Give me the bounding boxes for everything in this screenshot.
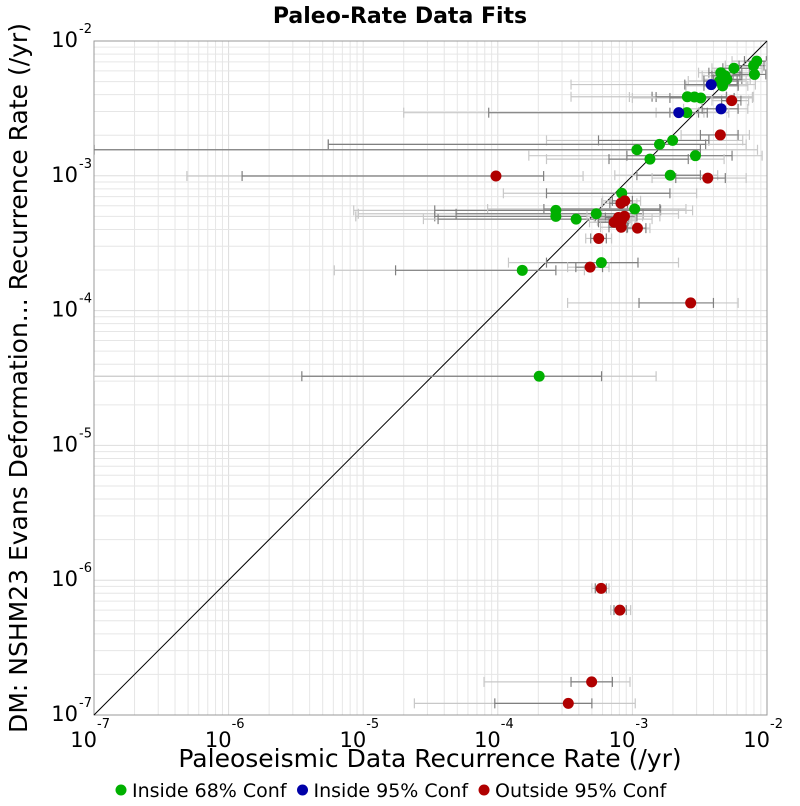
data-point-outside95 [685, 297, 697, 309]
data-point-outside95 [714, 129, 726, 141]
x-tick-base: 10 [205, 728, 232, 752]
data-point-inside68 [629, 203, 641, 215]
y-tick-base: 10 [51, 567, 78, 591]
x-axis-label: Paleoseismic Data Recurrence Rate (/yr) [178, 744, 681, 773]
data-point-inside68 [570, 213, 582, 225]
data-point-outside95 [562, 697, 574, 709]
data-point-outside95 [631, 222, 643, 234]
data-point-inside68 [631, 144, 643, 156]
data-point-inside68 [728, 62, 740, 74]
legend-item-outside95: Outside 95% Conf [478, 780, 668, 802]
data-point-inside68 [717, 80, 729, 92]
data-point-outside95 [614, 604, 626, 616]
x-tick-labels: 10-710-610-510-410-310-2 [70, 717, 783, 752]
x-tick-exponent: -6 [232, 717, 245, 732]
y-tick-base: 10 [51, 28, 78, 52]
legend-item-inside68: Inside 68% Conf [115, 780, 288, 802]
x-tick-exponent: -4 [501, 717, 514, 732]
data-point-inside95 [715, 103, 727, 115]
data-point-outside95 [702, 172, 714, 184]
legend-label: Inside 95% Conf [314, 780, 470, 802]
x-tick-base: 10 [743, 728, 770, 752]
data-point-outside95 [726, 95, 738, 107]
data-point-inside95 [673, 107, 685, 119]
y-tick-base: 10 [51, 163, 78, 187]
x-tick-base: 10 [609, 728, 636, 752]
data-point-outside95 [615, 221, 627, 233]
x-tick-exponent: -5 [366, 717, 379, 732]
y-tick-label: 10 -7 [51, 696, 92, 726]
data-point-inside68 [644, 153, 656, 165]
data-points [490, 55, 763, 709]
error-bars [94, 56, 767, 709]
legend-label: Inside 68% Conf [132, 780, 288, 802]
y-tick-exponent: -4 [79, 292, 92, 307]
data-point-inside68 [595, 257, 607, 269]
y-tick-exponent: -5 [79, 426, 92, 441]
data-point-inside68 [654, 138, 666, 150]
data-point-outside95 [619, 195, 631, 207]
y-tick-base: 10 [51, 702, 78, 726]
x-tick-base: 10 [474, 728, 501, 752]
data-point-inside68 [695, 92, 707, 104]
data-point-inside68 [590, 208, 602, 220]
x-tick-label: 10-4 [474, 717, 514, 752]
legend-marker [297, 784, 309, 796]
y-tick-exponent: -3 [79, 157, 92, 172]
y-tick-exponent: -2 [79, 22, 92, 37]
data-point-inside68 [533, 370, 545, 382]
y-tick-label: 10 -2 [51, 22, 92, 52]
data-point-inside68 [748, 60, 760, 72]
x-tick-label: 10-2 [743, 717, 783, 752]
legend: Inside 68% Conf Inside 95% Conf Outside 95… [115, 780, 668, 802]
data-point-outside95 [586, 676, 598, 688]
x-tick-exponent: -3 [635, 717, 648, 732]
y-tick-label: 10 -6 [51, 561, 92, 591]
legend-marker [478, 784, 490, 796]
legend-label: Outside 95% Conf [495, 780, 668, 802]
y-tick-label: 10 -3 [51, 157, 92, 187]
reference-line-y-equals-x [93, 40, 768, 716]
data-point-outside95 [490, 170, 502, 182]
x-tick-label: 10-7 [70, 717, 110, 752]
x-tick-exponent: -2 [770, 717, 783, 732]
x-tick-base: 10 [339, 728, 366, 752]
legend-item-inside95: Inside 95% Conf [297, 780, 469, 802]
y-tick-exponent: -7 [79, 696, 92, 711]
x-tick-label: 10-5 [339, 717, 379, 752]
grid [93, 41, 767, 716]
data-point-inside68 [689, 150, 701, 162]
x-tick-base: 10 [70, 728, 97, 752]
data-point-inside68 [748, 68, 760, 80]
y-tick-label: 10 -4 [51, 292, 92, 322]
chart-title: Paleo-Rate Data Fits [273, 4, 527, 29]
data-point-outside95 [584, 261, 596, 273]
x-tick-exponent: -7 [97, 717, 110, 732]
data-point-inside95 [705, 79, 717, 91]
data-point-inside68 [516, 264, 528, 276]
legend-marker [115, 784, 127, 796]
data-point-inside68 [681, 107, 693, 119]
y-tick-base: 10 [51, 298, 78, 322]
data-point-outside95 [595, 582, 607, 594]
y-axis-label: DM: NSHM23 Evans Deformation... Recurren… [4, 23, 33, 733]
y-tick-base: 10 [51, 432, 78, 456]
x-tick-label: 10-3 [609, 717, 649, 752]
data-point-inside68 [664, 169, 676, 181]
y-tick-labels: 10-710-610-510-410-310-2 [51, 22, 92, 726]
x-tick-label: 10-6 [205, 717, 245, 752]
data-point-inside68 [667, 134, 679, 146]
y-tick-exponent: -6 [79, 561, 92, 576]
y-tick-label: 10 -5 [51, 426, 92, 456]
data-point-inside68 [550, 210, 562, 222]
data-point-outside95 [593, 232, 605, 244]
